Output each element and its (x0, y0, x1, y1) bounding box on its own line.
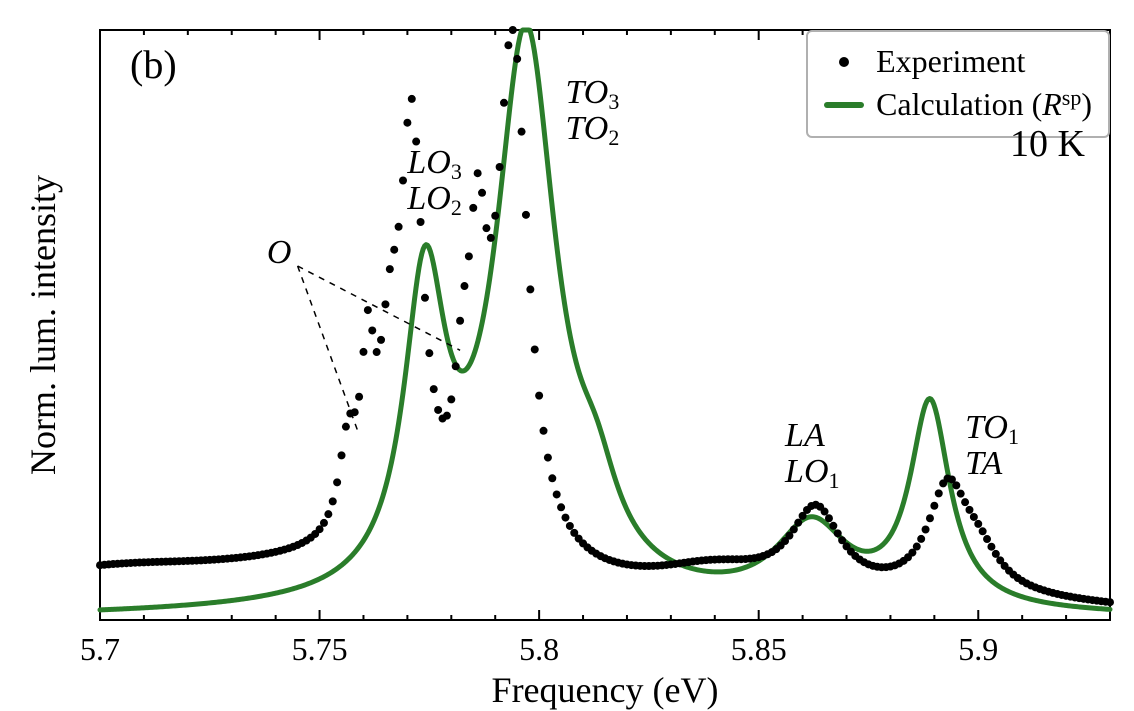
legend-calculation: Calculation (Rsp) (824, 83, 1092, 126)
annot-to3-to2: TO3TO2 (565, 75, 619, 146)
legend-label: Calculation (Rsp) (876, 83, 1092, 126)
legend-dot-icon (824, 52, 864, 72)
legend-experiment: Experiment (824, 40, 1092, 83)
y-axis-label: Norm. lum. intensity (23, 175, 63, 475)
annot-o-label: O (267, 235, 292, 271)
legend-line-icon (824, 102, 864, 108)
x-tick-label: 5.85 (731, 631, 787, 667)
annot-to1-ta: TO1TA (965, 410, 1019, 481)
legend-label: Experiment (876, 40, 1025, 83)
x-axis-label: Frequency (eV) (492, 670, 719, 710)
annot-lo3-lo2: LO3LO2 (407, 145, 461, 216)
x-tick-label: 5.8 (519, 631, 559, 667)
temperature-label: 10 K (1010, 125, 1085, 165)
panel-label: (b) (130, 44, 177, 86)
x-tick-label: 5.9 (958, 631, 998, 667)
x-tick-label: 5.75 (292, 631, 348, 667)
chart-container: 5.7 5.75 5.8 5.85 5.9 Frequency (eV) Norm. lum… (0, 0, 1134, 711)
annot-la-lo1: LALO1 (785, 418, 839, 489)
x-tick-label: 5.7 (80, 631, 120, 667)
